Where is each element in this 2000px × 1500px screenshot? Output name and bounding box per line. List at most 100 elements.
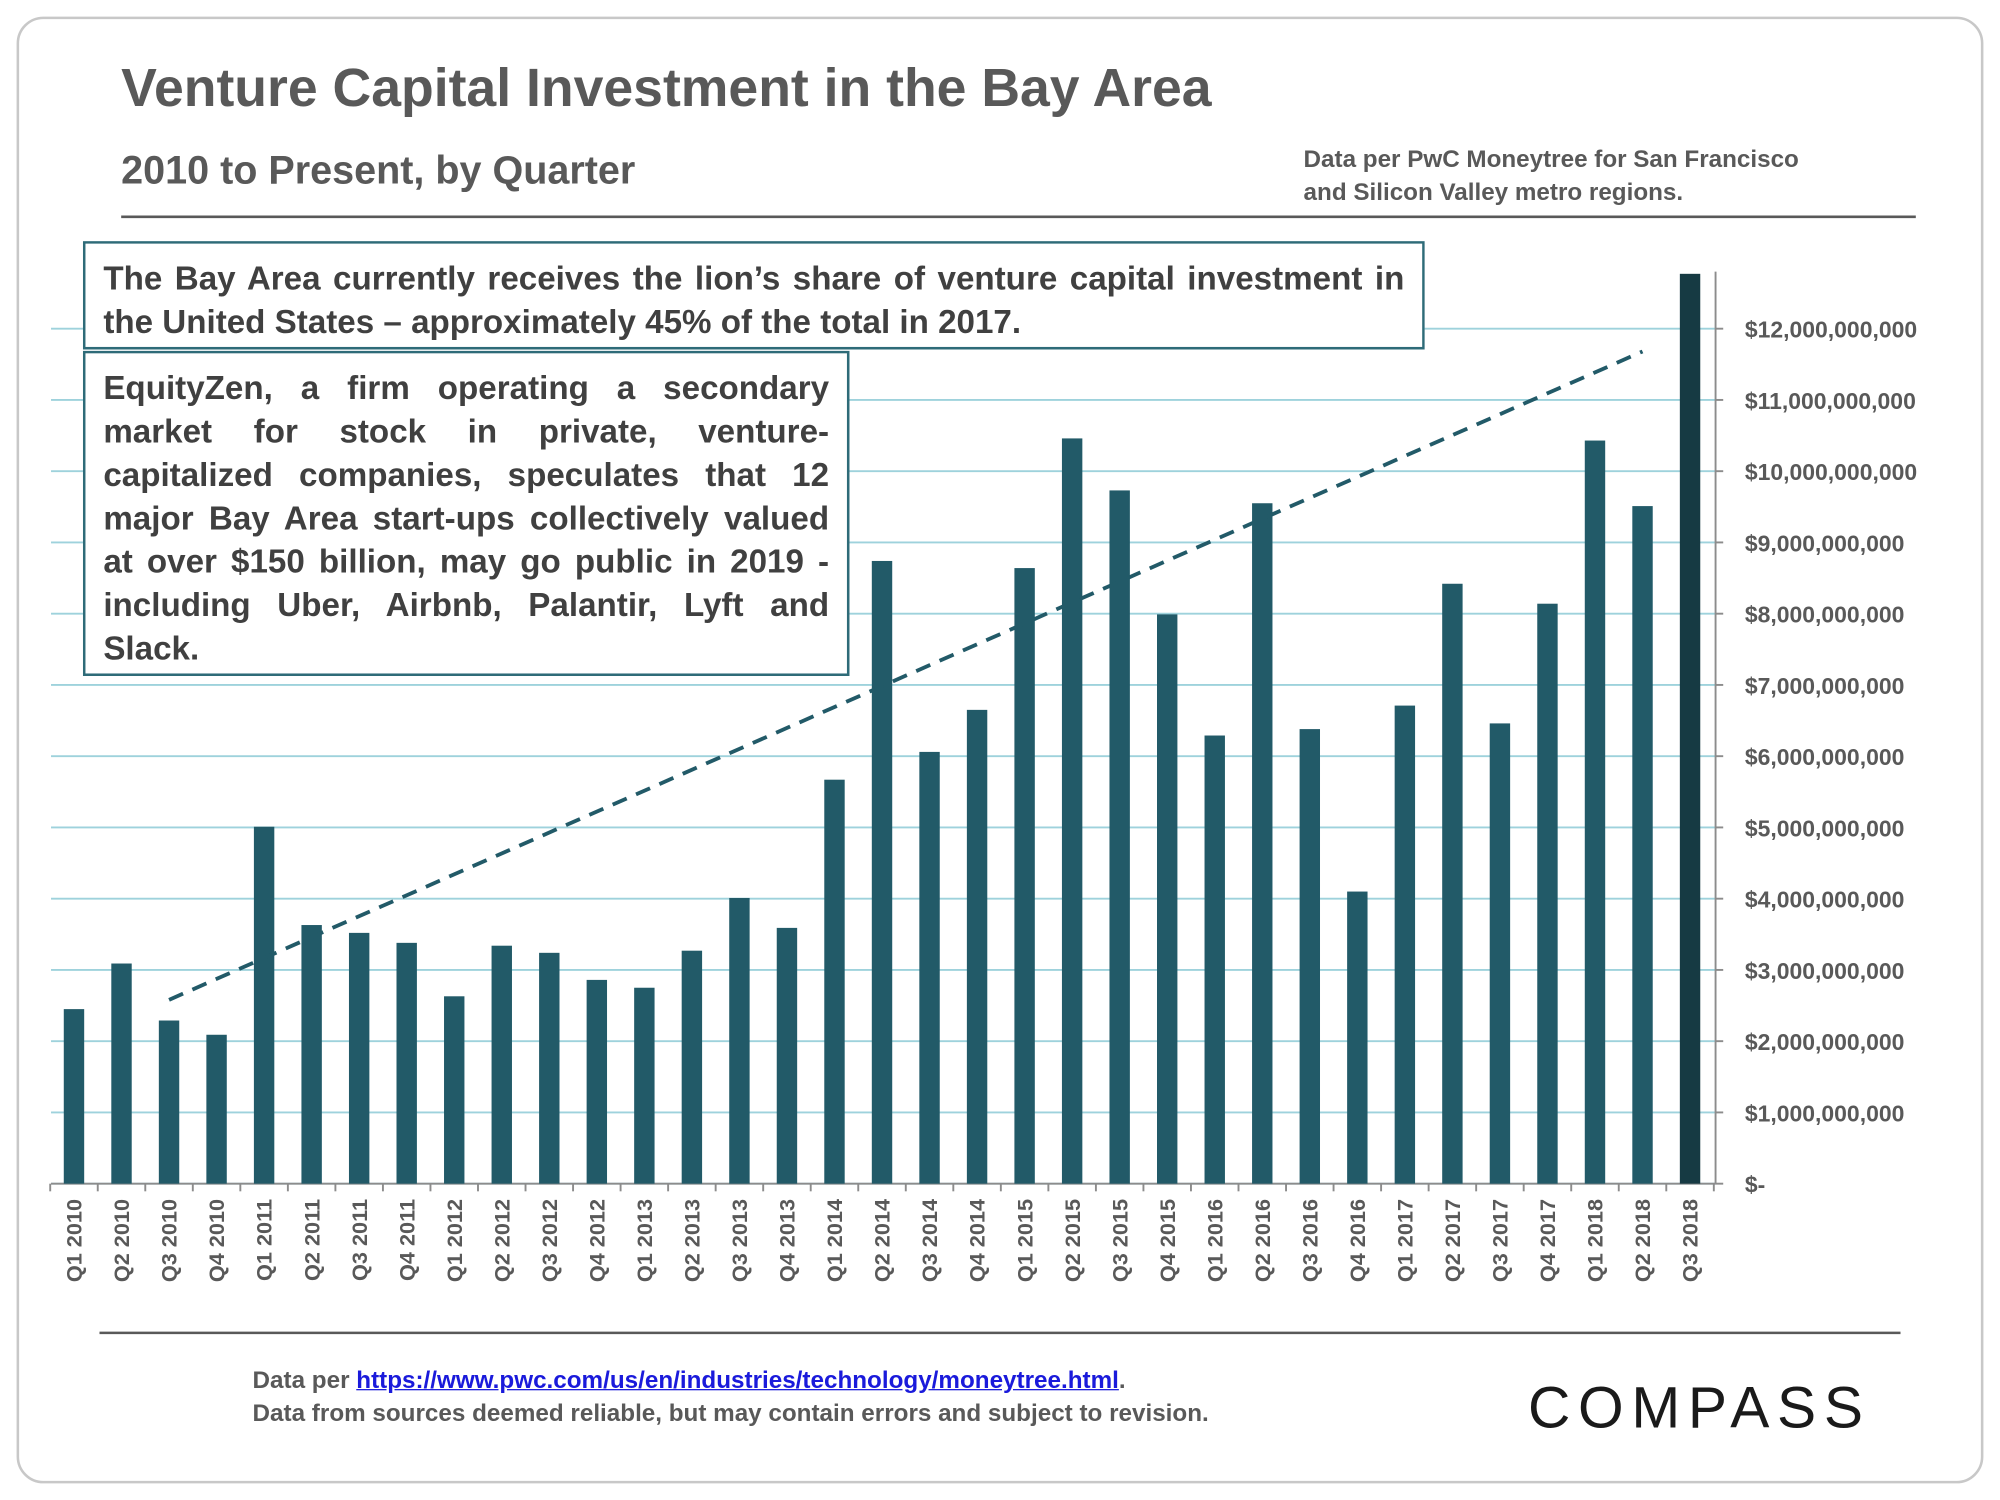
x-tick-label: Q1 2012 [442, 1199, 467, 1282]
x-tick-label: Q2 2017 [1440, 1199, 1465, 1282]
y-tick-label: $7,000,000,000 [1745, 673, 1904, 699]
x-tick-label: Q4 2014 [965, 1199, 990, 1282]
bar [1584, 440, 1606, 1184]
x-tick-label: Q3 2014 [917, 1199, 942, 1282]
y-tick-label: $10,000,000,000 [1745, 459, 1917, 485]
x-tick-label: Q2 2014 [870, 1199, 895, 1282]
bar [1347, 891, 1368, 1184]
x-tick-label: Q1 2014 [822, 1199, 847, 1282]
trendline [168, 349, 1644, 1002]
bar [634, 987, 655, 1184]
x-tick-label: Q2 2012 [489, 1199, 514, 1282]
bar [919, 751, 940, 1184]
bar [491, 945, 512, 1184]
x-tick-label: Q1 2016 [1202, 1199, 1227, 1282]
footer: Data per https://www.pwc.com/us/en/indus… [253, 1365, 1465, 1431]
y-tick-label: $2,000,000,000 [1745, 1029, 1904, 1055]
x-tick-label: Q4 2011 [394, 1199, 419, 1281]
bar [444, 996, 465, 1184]
bar [1299, 729, 1321, 1184]
brand-logo: COMPASS [1528, 1375, 1871, 1440]
footer-line: Data per https://www.pwc.com/us/en/indus… [253, 1365, 1465, 1398]
y-tick-label: $12,000,000,000 [1745, 317, 1917, 343]
footer-prefix: Data per [252, 1367, 350, 1395]
footer-suffix: . [1118, 1367, 1126, 1395]
bar [348, 932, 370, 1184]
y-tick-label: $6,000,000,000 [1745, 744, 1904, 770]
x-tick-label: Q3 2017 [1488, 1199, 1513, 1282]
x-tick-label: Q1 2011 [252, 1199, 277, 1281]
x-tick-label: Q2 2010 [109, 1199, 134, 1282]
annotation: EquityZen, a firm operating a secondary … [82, 350, 850, 677]
bar [1204, 735, 1225, 1184]
x-tick-label: Q3 2018 [1678, 1199, 1703, 1282]
x-tick-label: Q2 2015 [1060, 1199, 1085, 1282]
bar [776, 927, 798, 1184]
y-tick-label: $1,000,000,000 [1745, 1100, 1904, 1126]
x-tick-label: Q3 2015 [1107, 1199, 1132, 1282]
x-tick-label: Q4 2017 [1535, 1199, 1560, 1282]
x-tick-label: Q3 2016 [1297, 1199, 1322, 1282]
x-tick-label: Q3 2013 [727, 1199, 752, 1282]
chart-subtitle: 2010 to Present, by Quarter [121, 149, 635, 193]
bar [1394, 705, 1416, 1184]
x-tick-label: Q1 2017 [1393, 1199, 1418, 1282]
bar [1109, 490, 1130, 1184]
x-tick-label: Q2 2016 [1250, 1199, 1275, 1282]
bar [681, 950, 703, 1184]
annotation: The Bay Area currently receives the lion… [82, 241, 1425, 350]
x-tick-label: Q1 2015 [1012, 1199, 1037, 1282]
x-tick-label: Q4 2015 [1155, 1199, 1180, 1282]
bar [1014, 568, 1035, 1184]
annotation-box: EquityZen, a firm operating a secondary … [82, 350, 850, 677]
footer-line: Data from sources deemed reliable, but m… [252, 1400, 1209, 1428]
bar [729, 897, 750, 1184]
bar [1442, 583, 1463, 1184]
bar [966, 709, 988, 1184]
x-tick-label: Q2 2018 [1630, 1199, 1655, 1282]
bar [111, 963, 132, 1184]
x-tick-label: Q4 2013 [775, 1199, 800, 1282]
chart-title: Venture Capital Investment in the Bay Ar… [121, 59, 1213, 118]
bar [1252, 503, 1273, 1184]
bar [158, 1020, 180, 1184]
bar [301, 925, 322, 1184]
footer-text: Data per https://www.pwc.com/us/en/indus… [253, 1365, 1465, 1431]
y-tick-label: $3,000,000,000 [1745, 958, 1904, 984]
bar [1061, 438, 1083, 1184]
x-tick-label: Q3 2011 [347, 1199, 372, 1281]
x-tick-label: Q3 2012 [537, 1199, 562, 1282]
x-tick-label: Q4 2016 [1345, 1199, 1370, 1282]
annotation-box: The Bay Area currently receives the lion… [82, 241, 1425, 350]
source-link[interactable]: https://www.pwc.com/us/en/industries/tec… [356, 1367, 1119, 1395]
bar [206, 1034, 227, 1184]
y-tick-label: $5,000,000,000 [1745, 815, 1904, 841]
bar [539, 952, 560, 1184]
bar [1632, 506, 1653, 1184]
x-tick-label: Q1 2018 [1583, 1199, 1608, 1282]
bar [1489, 723, 1511, 1184]
bar [1537, 603, 1558, 1184]
x-tick-label: Q4 2012 [584, 1199, 609, 1282]
x-tick-label: Q3 2010 [157, 1199, 182, 1282]
x-tick-label: Q4 2010 [204, 1199, 229, 1282]
x-tick-label: Q1 2010 [62, 1199, 87, 1282]
plot-area: $- $1,000,000,000 $2,000,000,000 $3,000,000… [49, 271, 1917, 1282]
x-tick-label: Q2 2011 [299, 1199, 324, 1281]
bar [824, 779, 845, 1184]
y-tick-label: $4,000,000,000 [1745, 887, 1904, 913]
bar [1157, 614, 1178, 1184]
y-tick-label: $8,000,000,000 [1745, 602, 1904, 628]
y-tick-label: $9,000,000,000 [1745, 530, 1904, 556]
bar [253, 826, 275, 1184]
bar [586, 979, 608, 1184]
bar [1679, 273, 1701, 1184]
y-tick-label: $- [1745, 1172, 1765, 1198]
bar [871, 560, 893, 1184]
source-note: and Silicon Valley metro regions. [1304, 179, 1684, 206]
x-tick-label: Q2 2013 [680, 1199, 705, 1282]
bar [63, 1009, 85, 1184]
y-tick-label: $11,000,000,000 [1745, 388, 1916, 414]
